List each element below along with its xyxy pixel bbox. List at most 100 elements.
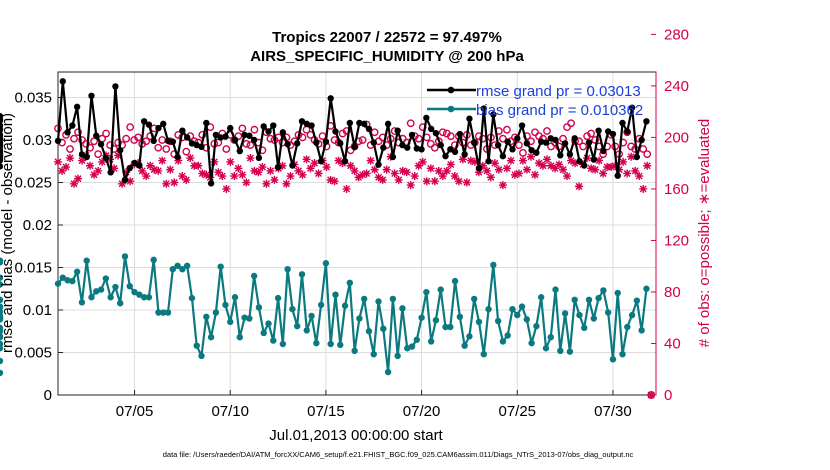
obs-evaluated-point bbox=[450, 172, 459, 181]
rmse-point bbox=[327, 95, 334, 102]
obs-evaluated-point bbox=[110, 164, 119, 173]
obs-evaluated-point bbox=[543, 155, 552, 164]
obs-possible-point bbox=[426, 139, 435, 148]
bias-point bbox=[131, 288, 138, 296]
rmse-point bbox=[375, 161, 382, 168]
y-axis-left: 0 0.005 0.01 0.015 0.02 0.025 0.03 0.035 bbox=[14, 90, 63, 404]
bias-point bbox=[581, 324, 588, 332]
rmse-point bbox=[164, 137, 172, 145]
bias-point bbox=[179, 266, 186, 273]
rmse-point bbox=[284, 141, 291, 148]
obs-evaluated-point bbox=[298, 170, 307, 179]
bias-point bbox=[494, 317, 502, 325]
bias-point bbox=[0, 324, 4, 332]
rmse-point bbox=[590, 156, 598, 163]
rmse-point bbox=[494, 141, 502, 149]
obs-evaluated-point bbox=[414, 161, 423, 170]
bias-point bbox=[246, 315, 253, 322]
bias-point bbox=[174, 262, 181, 269]
bias-point bbox=[169, 266, 177, 273]
legend-rmse-marker bbox=[447, 86, 455, 94]
rmse-point bbox=[69, 122, 76, 129]
bias-point bbox=[241, 314, 248, 321]
bias-point bbox=[112, 283, 119, 291]
bias-point bbox=[418, 314, 425, 321]
rmse-point bbox=[207, 180, 215, 187]
rmse-point bbox=[504, 138, 511, 145]
x-tick-label: 07/20 bbox=[403, 403, 441, 420]
obs-evaluated-point bbox=[278, 161, 287, 170]
obs-evaluated-point bbox=[551, 164, 560, 173]
obs-possible-point bbox=[266, 134, 275, 143]
y-right-tick-label: 120 bbox=[664, 232, 689, 249]
obs-evaluated-point bbox=[502, 164, 511, 173]
bias-point bbox=[0, 357, 4, 365]
rmse-point bbox=[183, 134, 191, 141]
rmse-point bbox=[222, 133, 229, 140]
bias-point bbox=[83, 257, 90, 264]
obs-possible-point bbox=[414, 134, 423, 143]
rmse-point bbox=[126, 164, 133, 172]
rmse-point bbox=[581, 162, 588, 169]
obs-evaluated-point bbox=[607, 163, 616, 172]
rmse-point bbox=[136, 162, 143, 169]
bias-point bbox=[203, 313, 210, 320]
bias-point bbox=[394, 352, 401, 360]
rmse-point bbox=[514, 135, 521, 142]
bias-point bbox=[490, 261, 497, 269]
rmse-point bbox=[64, 129, 71, 136]
rmse-point bbox=[88, 92, 95, 100]
rmse-point bbox=[442, 152, 449, 160]
rmse-point bbox=[471, 139, 478, 146]
obs-evaluated-point bbox=[611, 161, 620, 170]
rmse-point bbox=[518, 122, 526, 129]
rmse-point bbox=[365, 125, 373, 133]
bias-point bbox=[97, 286, 105, 293]
bias-point bbox=[102, 275, 110, 282]
obs-evaluated-point bbox=[234, 164, 243, 173]
y-tick-label: 0.01 bbox=[23, 302, 52, 319]
bias-point bbox=[561, 310, 569, 317]
bias-point bbox=[322, 260, 330, 267]
bias-point bbox=[585, 296, 593, 303]
rmse-point bbox=[203, 119, 210, 127]
obs-evaluated-point bbox=[226, 157, 235, 166]
rmse-point bbox=[499, 152, 507, 160]
bias-point bbox=[456, 313, 464, 320]
obs-evaluated-point bbox=[106, 155, 115, 164]
obs-evaluated-point bbox=[426, 164, 435, 173]
bias-point bbox=[609, 356, 617, 363]
obs-evaluated-point bbox=[354, 173, 363, 182]
bias-point bbox=[140, 294, 148, 301]
bias-point bbox=[341, 302, 349, 309]
obs-evaluated-point bbox=[190, 161, 199, 170]
rmse-point bbox=[389, 153, 397, 161]
y-tick-label: 0.025 bbox=[14, 175, 52, 192]
obs-evaluated-point bbox=[202, 170, 211, 179]
bias-point bbox=[528, 339, 535, 347]
obs-evaluated-point bbox=[382, 165, 391, 174]
rmse-point bbox=[265, 128, 272, 135]
rmse-point bbox=[423, 114, 430, 122]
bias-point bbox=[255, 304, 263, 311]
obs-evaluated-point bbox=[631, 166, 640, 175]
rmse-point bbox=[643, 118, 650, 125]
rmse-point bbox=[150, 137, 157, 145]
rmse-point bbox=[413, 145, 420, 152]
obs-possible-point bbox=[66, 145, 74, 153]
rmse-point bbox=[298, 118, 306, 125]
obs-evaluated-point bbox=[170, 178, 179, 187]
rmse-point bbox=[571, 135, 578, 142]
rmse-point bbox=[624, 128, 631, 135]
bias-point bbox=[413, 336, 420, 343]
y-right-tick-label: 160 bbox=[664, 181, 689, 198]
rmse-point bbox=[332, 128, 339, 135]
obs-possible-point bbox=[74, 128, 82, 137]
obs-possible-point bbox=[519, 148, 527, 157]
bias-point bbox=[0, 369, 4, 377]
obs-evaluated-point bbox=[514, 169, 523, 178]
bias-point bbox=[121, 253, 129, 260]
bias-point bbox=[485, 305, 492, 313]
obs-evaluated-point bbox=[575, 182, 584, 191]
